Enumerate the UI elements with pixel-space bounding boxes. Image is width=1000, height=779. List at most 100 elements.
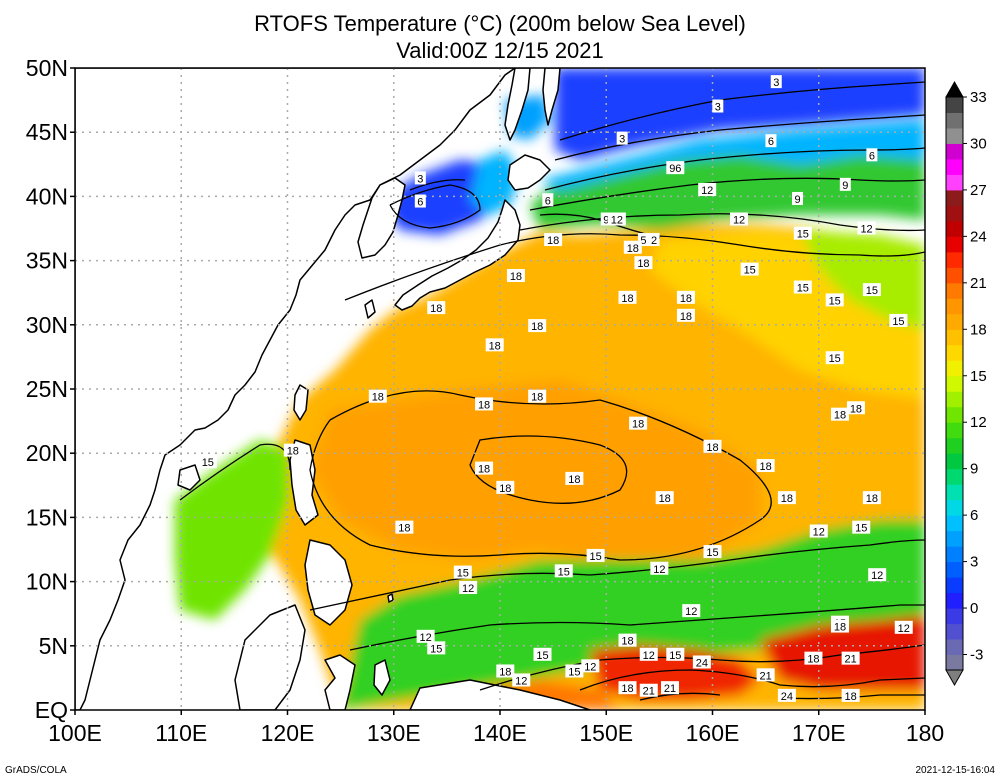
contour-label-text: 15 (744, 265, 756, 277)
contour-3-north (559, 81, 925, 141)
field-tropic-green (340, 520, 925, 710)
contour-label-text: 18 (680, 311, 692, 323)
contour-label-text: 3 (417, 173, 423, 185)
contour-label: 6 (542, 193, 554, 207)
contour-label-box (868, 568, 887, 582)
contour-label-text: 12 (860, 224, 872, 236)
contour-label-box (730, 212, 749, 226)
contour-label-text: 15 (558, 566, 570, 578)
footer-credit: GrADS/COLA (5, 765, 67, 776)
contour-label-box (427, 301, 446, 315)
contour-label-box (581, 659, 600, 673)
land-korea (357, 177, 406, 259)
contour-21-equator (579, 669, 925, 691)
contour-label-box (485, 338, 504, 352)
contour-label-text: 18 (866, 493, 878, 505)
land-ryukyu (364, 299, 376, 319)
contour-label: 15 (198, 455, 217, 469)
contour-label: 15 (740, 262, 759, 277)
colorbar-bin (946, 174, 963, 191)
contour-label-box (198, 455, 217, 469)
lat-label: 40N (26, 183, 68, 209)
contour-label: 18 (756, 459, 775, 473)
colorbar-bin (946, 484, 963, 501)
contour-label: 15 (862, 283, 881, 297)
contour-label-box (496, 480, 515, 494)
lon-label: 150E (579, 720, 633, 746)
contour-label-text: 18 (547, 235, 559, 247)
contour-label-text: 12 (685, 606, 697, 618)
contour-label-text: 18 (510, 271, 522, 283)
contour-label: 18 (427, 301, 446, 315)
colorbar-tick-label: 9 (970, 461, 978, 478)
contour-label-text: 12 (653, 564, 665, 576)
longitude-labels: 100E 110E 120E 130E 140E 150E 160E 170E 180 (48, 710, 944, 746)
contour-label-text: 18 (760, 461, 772, 473)
lat-label: 45N (26, 119, 68, 145)
colorbar-bin (946, 546, 963, 563)
contour-label-text: 2 (651, 235, 657, 247)
field-japan-sea (380, 160, 505, 235)
contour-label-text: 12 (643, 650, 655, 662)
footer-timestamp: 2021-12-15-16:04 (915, 765, 995, 776)
contour-label: 18 (703, 439, 722, 454)
contour-label-text: 15 (536, 650, 548, 662)
contour-label-text: 3 (715, 102, 721, 114)
colorbar-bin (946, 639, 963, 656)
contour-label: 5 (637, 233, 649, 247)
contour-label-box (618, 681, 637, 695)
contour-label-text: 18 (637, 258, 649, 270)
contour-label-box (600, 212, 612, 226)
contour-label: 15 (825, 351, 844, 365)
contour-label-box (414, 171, 426, 185)
lon-label: 120E (261, 720, 315, 746)
contour-label-box (804, 651, 823, 665)
contour-label: 21 (639, 683, 658, 698)
contour-label-box (777, 688, 796, 702)
land-palau (387, 593, 394, 603)
contour-label: 15 (852, 520, 871, 535)
contour-label-text: 18 (478, 464, 490, 476)
colorbar-bin (946, 375, 963, 392)
contour-label-box (809, 524, 828, 538)
colorbar-bin (946, 313, 963, 330)
contour-label-box (639, 647, 658, 661)
contour-label: 15 (889, 313, 908, 328)
field-central-orange (310, 380, 760, 570)
contour-label-text: 6 (768, 136, 774, 148)
land-hainan (177, 464, 201, 491)
contour-label: 2 (648, 233, 660, 247)
contour-label: 18 (565, 471, 584, 486)
lat-label: 5N (39, 633, 68, 659)
colorbar-bin (946, 437, 963, 454)
contour-label: 15 (533, 647, 552, 662)
contour-label: 18 (623, 240, 642, 255)
land-sakhalin (504, 68, 531, 141)
colorbar-tick-label: 18 (970, 321, 987, 338)
land-japan-hokkaido (507, 154, 551, 191)
colorbar-tick-label: 24 (970, 228, 987, 245)
contour-label-box (666, 161, 685, 175)
lon-label: 180 (906, 720, 944, 746)
colorbar-tick-label: -3 (970, 647, 983, 664)
contour-15-south (309, 539, 925, 611)
contour-label-box (650, 561, 669, 575)
contour-label: 21 (756, 668, 775, 682)
contour-label: 18 (528, 389, 547, 404)
contour-label-box (740, 262, 759, 276)
contour-label-box (655, 491, 674, 505)
colorbar-bin (946, 422, 963, 439)
contour-label-box (831, 407, 849, 421)
lat-label: 25N (26, 376, 68, 402)
contour-label-text: 15 (430, 643, 442, 655)
contour-label-box (862, 283, 881, 297)
contour-label-text: 15 (866, 285, 878, 297)
colorbar-bin (946, 298, 963, 315)
contour-label-box (839, 177, 851, 191)
contour-label-box (616, 131, 628, 145)
contour-label-text: 18 (568, 474, 580, 486)
contour-label: 18 (496, 480, 515, 495)
field-north-blue (555, 68, 925, 160)
contour-label-text: 12 (813, 527, 825, 539)
